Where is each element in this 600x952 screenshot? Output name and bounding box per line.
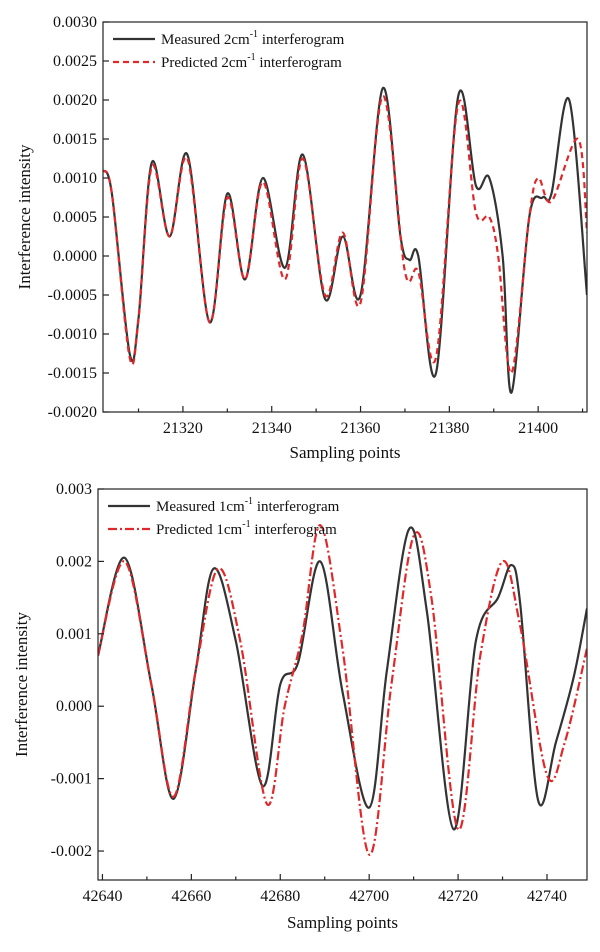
chart2-x-tick-label: 42660: [171, 888, 211, 905]
chart1-y-tick-label: 0.0030: [53, 14, 97, 31]
chart1-y-tick-label: 0.0005: [53, 209, 97, 226]
chart2-y-tick-label: 0.003: [56, 481, 92, 498]
chart2-x-axis-title: Sampling points: [287, 913, 398, 932]
chart1-x-tick-label: 21360: [341, 420, 381, 437]
chart1-series-predicted-line: [103, 94, 587, 375]
chart1-series-measured-line: [103, 87, 587, 394]
chart1-y-tick-label: 0.0015: [53, 131, 97, 148]
chart2: -0.002 -0.001 0.000 0.001 0.002 0.003 42640 426…: [12, 481, 588, 932]
chart2-series-predicted-line: [98, 524, 587, 856]
chart1-y-tick-label: 0.0010: [53, 170, 97, 187]
chart1-y-tick-label: -0.0015: [48, 365, 97, 382]
chart1-y-tick-label: -0.0005: [48, 287, 97, 304]
chart1-x-axis-title: Sampling points: [290, 443, 401, 462]
chart1-x-tick-label: 21400: [518, 420, 558, 437]
chart1-x-tick-label: 21320: [163, 420, 203, 437]
chart2-plot-frame: [97, 488, 588, 881]
chart1-y-tick-label: -0.0010: [48, 326, 97, 343]
chart1-y-axis-title: Interference intensity: [15, 144, 34, 289]
chart1-legend-label-predicted: Predicted 2cm-1 interferogram: [161, 52, 342, 71]
chart2-x-tick-label: 42700: [349, 888, 389, 905]
chart2-legend-label-measured: Measured 1cm-1 interferogram: [156, 496, 340, 515]
chart1: -0.0020 -0.0015 -0.0010 -0.0005 0.0000 0.0005…: [15, 14, 588, 462]
chart1-y-tick-label: 0.0020: [53, 92, 97, 109]
chart2-series-measured-line: [98, 526, 587, 831]
chart1-x-tick-label: 21340: [252, 420, 292, 437]
chart2-y-tick-label: 0.000: [56, 698, 92, 715]
chart2-x-tick-label: 42720: [438, 888, 478, 905]
chart1-y-tick-label: 0.0025: [53, 53, 97, 70]
chart1-legend-label-measured: Measured 2cm-1 interferogram: [161, 29, 345, 48]
chart1-x-tick-label: 21380: [429, 420, 469, 437]
chart2-y-tick-label: 0.002: [56, 553, 92, 570]
chart1-y-tick-label: -0.0020: [48, 404, 97, 421]
chart2-y-tick-label: -0.002: [51, 843, 92, 860]
chart2-x-tick-label: 42680: [260, 888, 300, 905]
chart2-x-tick-label: 42740: [527, 888, 567, 905]
chart2-y-axis-title: Interference intensity: [12, 612, 31, 757]
chart2-legend-label-predicted: Predicted 1cm-1 interferogram: [156, 519, 337, 538]
chart2-y-tick-label: 0.001: [56, 626, 92, 643]
chart2-y-tick-label: -0.001: [51, 771, 92, 788]
chart1-y-tick-label: 0.0000: [53, 248, 97, 265]
chart2-x-tick-label: 42640: [82, 888, 122, 905]
